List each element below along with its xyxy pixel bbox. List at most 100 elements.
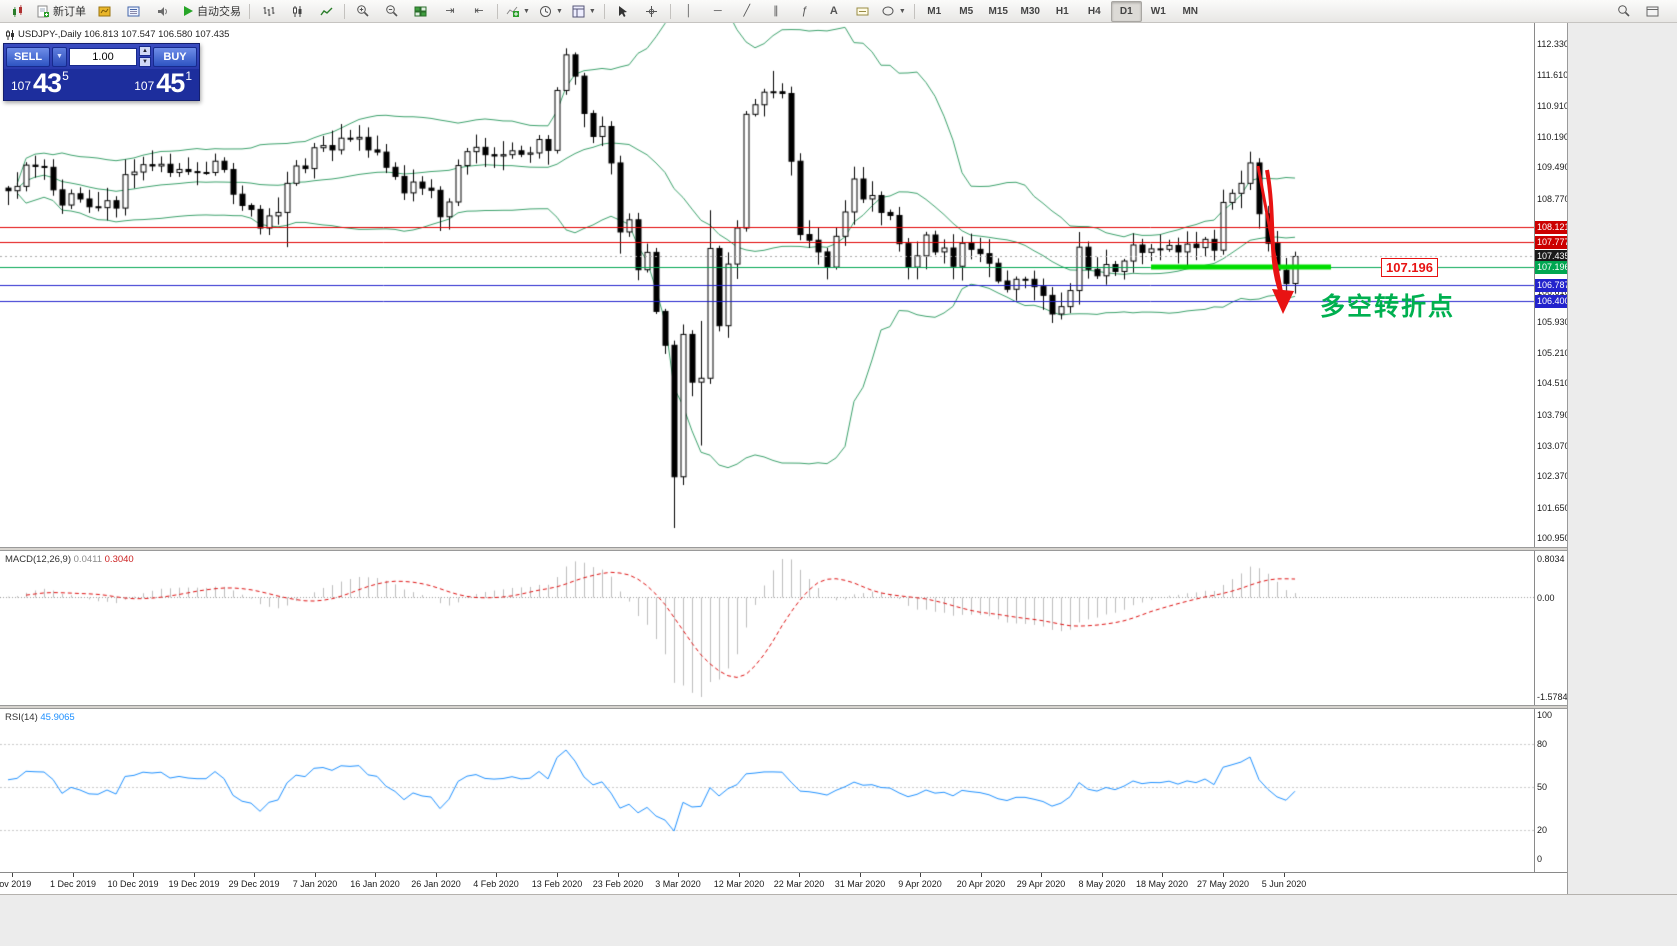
buy-button[interactable]: BUY [153, 46, 197, 67]
stepper-down-icon[interactable]: ▼ [139, 57, 151, 67]
order-type-dropdown[interactable]: ▼ [52, 46, 67, 67]
trendline-icon[interactable]: ╱ [743, 4, 751, 17]
tile-windows-icon[interactable] [407, 1, 435, 22]
date-axis-label: 10 Dec 2019 [107, 879, 159, 889]
new-order-button[interactable]: 新订单 [33, 1, 90, 22]
toolbar-separator [497, 3, 498, 19]
market-watch-icon[interactable] [91, 1, 119, 22]
price-axis-label: 111.610 [1537, 70, 1568, 80]
buy-price[interactable]: 107 45 1 [134, 70, 192, 97]
autotrading-play-icon [184, 6, 193, 16]
time-axis-tick [618, 873, 619, 877]
data-window-icon[interactable] [120, 1, 148, 22]
indicators-icon[interactable]: ▼ [502, 1, 534, 22]
candlestick-chart-icon[interactable] [283, 1, 311, 22]
time-axis-tick [254, 873, 255, 877]
sound-icon[interactable] [149, 1, 177, 22]
cursor-icon[interactable] [609, 1, 637, 22]
time-axis-tick [496, 873, 497, 877]
timeframe-h4-button[interactable]: H4 [1087, 5, 1101, 17]
chart-shift-icon[interactable]: ⇤ [474, 4, 484, 17]
time-axis-tick [133, 873, 134, 877]
symbol-chart-icon[interactable] [4, 1, 32, 22]
panel-splitter[interactable] [0, 705, 1567, 709]
sell-button[interactable]: SELL [6, 46, 50, 67]
workspace-background [1568, 23, 1677, 894]
zoom-in-icon[interactable] [349, 1, 377, 22]
time-axis-tick [739, 873, 740, 877]
macd-indicator-canvas[interactable] [0, 551, 1534, 705]
sell-price-sup: 5 [62, 69, 69, 83]
stepper-up-icon[interactable]: ▲ [139, 46, 151, 56]
order-controls-row: SELL ▼ 1.00 ▲ ▼ BUY [4, 44, 199, 69]
search-icon[interactable] [1610, 1, 1638, 22]
one-click-trading-panel: SELL ▼ 1.00 ▲ ▼ BUY 107 43 5 107 45 1 [3, 43, 200, 101]
price-tag: 107.435 [1535, 250, 1568, 263]
price-axis-label: 100.950 [1537, 533, 1568, 543]
date-axis-label: 27 May 2020 [1196, 879, 1250, 889]
indicators-caret-icon: ▼ [523, 7, 530, 15]
autotrading-button[interactable]: 自动交易 [178, 1, 245, 22]
time-axis-tick [1041, 873, 1042, 877]
time-axis-tick [799, 873, 800, 877]
turning-point-annotation[interactable]: 多空转折点 [1320, 293, 1456, 321]
new-order-icon [37, 5, 49, 17]
time-axis-tick [1102, 873, 1103, 877]
price-tag: 108.121 [1535, 221, 1568, 234]
macd-axis-label: 0.8034 [1537, 554, 1565, 564]
time-axis[interactable]: Nov 2019 1 Dec 2019 10 Dec 2019 19 Dec 2019… [0, 872, 1567, 894]
date-axis-label: 7 Jan 2020 [292, 879, 338, 889]
price-axis-label: 103.790 [1537, 410, 1568, 420]
sell-price-big: 107 [11, 79, 32, 93]
layout-windows-icon[interactable] [1639, 1, 1667, 22]
rsi-axis-label: 50 [1537, 782, 1548, 792]
timeframe-d1-button[interactable]: D1 [1110, 0, 1142, 22]
templates-icon[interactable]: ▼ [568, 1, 600, 22]
zoom-out-icon[interactable] [378, 1, 406, 22]
sell-price[interactable]: 107 43 5 [11, 69, 69, 97]
horizontal-line-icon[interactable]: ─ [713, 4, 722, 17]
crosshair-icon[interactable] [638, 1, 666, 22]
macd-axis-label: 0.00 [1537, 593, 1555, 603]
macd-value-signal: 0.3040 [104, 554, 134, 565]
price-axis-label: 103.070 [1537, 441, 1568, 451]
panel-splitter[interactable] [0, 547, 1567, 551]
text-label-icon[interactable] [849, 1, 877, 22]
date-axis-label: 3 Mar 2020 [655, 879, 701, 889]
timeframe-w1-button[interactable]: W1 [1150, 5, 1166, 17]
time-axis-tick [436, 873, 437, 877]
main-chart-canvas[interactable] [0, 23, 1534, 547]
toolbar-separator [913, 3, 915, 19]
shapes-icon[interactable]: ▼ [878, 1, 910, 22]
timeframe-h1-button[interactable]: H1 [1055, 5, 1069, 17]
rsi-indicator-canvas[interactable] [0, 709, 1534, 872]
price-axis[interactable]: 112.330 111.610 110.910 110.190 109.490 108.7… [1534, 23, 1568, 872]
timeframe-mn-button[interactable]: MN [1182, 5, 1199, 17]
auto-scroll-icon[interactable]: ⇥ [445, 4, 455, 17]
periods-icon[interactable]: ▼ [535, 1, 567, 22]
rsi-axis-label: 0 [1537, 854, 1543, 864]
timeframe-m5-button[interactable]: M5 [959, 5, 974, 17]
rsi-value: 45.9065 [40, 712, 75, 723]
fibonacci-icon[interactable]: ƒ [801, 4, 808, 17]
macd-name: MACD(12,26,9) [5, 554, 71, 565]
timeframe-m30-button[interactable]: M30 [1020, 5, 1040, 17]
date-axis-label: 4 Feb 2020 [473, 879, 519, 889]
price-axis-label: 112.330 [1537, 39, 1568, 49]
price-tag: 107.777 [1535, 236, 1568, 249]
channel-icon[interactable]: ∥ [773, 4, 779, 17]
text-icon[interactable]: A [829, 4, 838, 17]
bar-chart-icon[interactable] [254, 1, 282, 22]
volume-stepper[interactable]: ▲ ▼ [139, 46, 151, 67]
timeframe-m15-button[interactable]: M15 [988, 5, 1008, 17]
price-level-label[interactable]: 107.196 [1381, 258, 1438, 277]
date-axis-label: Nov 2019 [0, 879, 32, 889]
periods-caret-icon: ▼ [555, 7, 563, 15]
line-chart-icon[interactable] [312, 1, 340, 22]
vertical-line-icon[interactable]: │ [685, 4, 693, 17]
price-axis-label: 105.930 [1537, 317, 1568, 327]
new-order-label: 新订单 [53, 6, 86, 18]
volume-input[interactable]: 1.00 [69, 47, 137, 66]
timeframe-m1-button[interactable]: M1 [927, 5, 942, 17]
